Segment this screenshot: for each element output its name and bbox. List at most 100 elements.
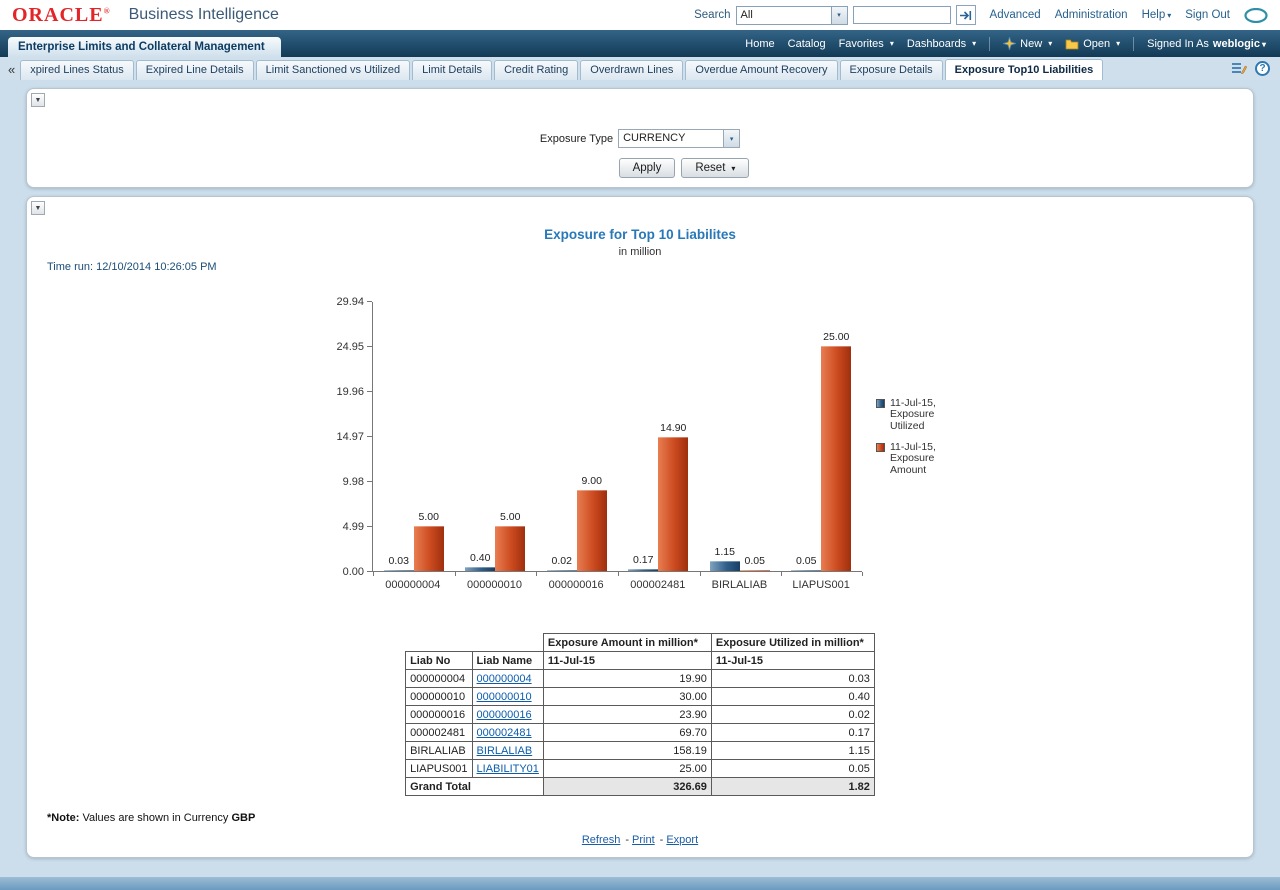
note-label: *Note: — [47, 812, 80, 824]
new-menu[interactable]: New ▾ — [1003, 37, 1052, 50]
legend-swatch-utilized — [876, 399, 885, 408]
dashboard-title: Enterprise Limits and Collateral Managem… — [8, 37, 281, 57]
help-menu[interactable]: Help ▾ — [1141, 9, 1172, 21]
tab-limit-details[interactable]: Limit Details — [412, 60, 493, 80]
y-axis-tick-label: 4.99 — [342, 521, 364, 533]
y-axis-tick-label: 19.96 — [336, 386, 364, 398]
y-axis-tick-mark — [367, 301, 372, 302]
refresh-link[interactable]: Refresh — [581, 834, 621, 846]
amount-cell: 23.90 — [542, 705, 712, 724]
table-row: LIAPUS001 LIABILITY01 25.00 0.05 — [405, 759, 875, 778]
user-menu[interactable]: weblogic ▾ — [1212, 37, 1266, 50]
export-link[interactable]: Export — [666, 834, 699, 846]
tab-expired-line-details[interactable]: Expired Line Details — [135, 60, 254, 80]
product-title: Business Intelligence — [128, 6, 279, 23]
tab-limit-sanctioned-vs-utilized[interactable]: Limit Sanctioned vs Utilized — [255, 60, 411, 80]
bar-exposure-amount[interactable] — [576, 489, 607, 571]
liab-name-link[interactable]: 000000004 — [476, 672, 532, 685]
open-menu[interactable]: Open ▾ — [1065, 38, 1120, 50]
chart-plot-area: 0.03 5.00 0.40 5.00 0.02 9.00 0.17 14.90 1.15 0.0… — [372, 302, 863, 576]
exposure-type-select[interactable]: CURRENCY ▾ — [618, 129, 741, 148]
menu-separator — [989, 36, 991, 51]
bar-exposure-utilized[interactable] — [628, 569, 659, 571]
chevron-down-icon: ▾ — [1167, 11, 1172, 20]
tab-credit-rating[interactable]: Credit Rating — [494, 60, 579, 80]
grand-total-amount: 326.69 — [542, 777, 712, 796]
bar-exposure-amount[interactable] — [413, 525, 444, 571]
liab-name-link[interactable]: 000002481 — [476, 726, 532, 739]
dashboards-menu[interactable]: Dashboards ▾ — [906, 37, 977, 50]
bar-value-label: 14.90 — [660, 421, 687, 434]
favorites-menu[interactable]: Favorites ▾ — [838, 37, 894, 50]
bar-exposure-utilized[interactable] — [709, 560, 740, 571]
x-axis-tick-mark — [373, 572, 374, 576]
grand-total-utilized: 1.82 — [710, 777, 875, 796]
chevron-down-icon[interactable]: ▾ — [830, 6, 847, 24]
liab-name-cell: 000000004 — [471, 669, 544, 688]
dashboard-tab-bar: « xpired Lines Status Expired Line Detai… — [0, 57, 1280, 80]
liab-no-cell: 000000010 — [405, 687, 473, 706]
prompt-buttons: Apply Reset ▾ — [71, 158, 1280, 178]
liab-name-link[interactable]: LIABILITY01 — [476, 762, 539, 775]
bar-exposure-amount[interactable] — [739, 570, 770, 571]
home-menu-item[interactable]: Home — [745, 37, 775, 50]
chevron-down-icon[interactable]: ▾ — [724, 129, 741, 148]
tabbar-icons: ? — [1231, 61, 1270, 76]
bar-exposure-amount[interactable] — [658, 436, 689, 571]
search-scope-select[interactable]: All ▾ — [735, 5, 848, 25]
amount-cell: 19.90 — [542, 669, 712, 688]
x-axis-tick-mark — [862, 572, 863, 576]
tab-expired-lines-status[interactable]: xpired Lines Status — [20, 60, 134, 80]
bar-value-label: 0.02 — [551, 555, 572, 567]
liab-name-link[interactable]: 000000016 — [476, 708, 532, 721]
x-axis-tick-mark — [454, 572, 456, 576]
collapse-panel-button[interactable]: ▼ — [31, 201, 45, 215]
bar-group: 0.02 9.00 — [536, 302, 618, 571]
tab-overdrawn-lines[interactable]: Overdrawn Lines — [580, 60, 684, 80]
bar-group: 0.03 5.00 — [373, 302, 455, 571]
sign-out-link[interactable]: Sign Out — [1185, 9, 1230, 21]
bar-group: 0.05 25.00 — [781, 302, 863, 571]
bar-exposure-utilized[interactable] — [791, 570, 822, 571]
page-options-icon[interactable] — [1231, 62, 1247, 75]
amount-cell: 69.70 — [542, 723, 712, 742]
print-link[interactable]: Print — [632, 834, 655, 846]
liab-name-link[interactable]: 000000010 — [476, 690, 532, 703]
amount-cell: 158.19 — [542, 741, 712, 760]
bar-exposure-utilized[interactable] — [383, 570, 414, 571]
utilized-cell: 0.17 — [710, 723, 875, 742]
search-input[interactable] — [852, 6, 951, 24]
note-currency: GBP — [231, 812, 256, 824]
chevron-down-icon: ▾ — [972, 39, 977, 48]
liab-name-cell: BIRLALIAB — [471, 741, 544, 760]
bar-exposure-utilized[interactable] — [546, 570, 577, 571]
x-axis-tick-mark — [781, 572, 783, 576]
bar-slot: 0.17 — [628, 302, 659, 571]
table-row: 000000004 000000004 19.90 0.03 — [405, 669, 875, 688]
help-icon[interactable]: ? — [1255, 61, 1270, 76]
bar-value-label: 5.00 — [500, 510, 521, 523]
bar-slot: 0.05 — [739, 302, 770, 571]
administration-link[interactable]: Administration — [1054, 9, 1128, 21]
advanced-link[interactable]: Advanced — [989, 9, 1041, 21]
bar-value-label: 0.17 — [633, 554, 654, 567]
catalog-menu-item[interactable]: Catalog — [787, 37, 826, 50]
collapse-pane-button[interactable]: « — [8, 62, 16, 77]
collapse-panel-button[interactable]: ▼ — [31, 93, 45, 107]
reset-button[interactable]: Reset ▾ — [681, 158, 750, 178]
bar-exposure-utilized[interactable] — [465, 567, 496, 571]
apply-button[interactable]: Apply — [618, 158, 676, 178]
utilized-group-header: Exposure Utilized in million* — [710, 633, 875, 652]
tab-exposure-details[interactable]: Exposure Details — [839, 60, 943, 80]
bar-value-label: 9.00 — [581, 474, 602, 487]
legend-swatch-amount — [876, 442, 885, 452]
tab-exposure-top10-liabilities[interactable]: Exposure Top10 Liabilities — [944, 59, 1104, 80]
tab-overdue-amount-recovery[interactable]: Overdue Amount Recovery — [685, 60, 838, 80]
bar-exposure-amount[interactable] — [821, 345, 852, 571]
currency-note: *Note: Values are shown in Currency GBP — [47, 812, 1253, 824]
arrow-right-icon — [960, 10, 972, 20]
bar-exposure-amount[interactable] — [495, 525, 526, 571]
bar-slot: 5.00 — [495, 302, 526, 571]
liab-name-link[interactable]: BIRLALIAB — [476, 744, 533, 757]
search-go-button[interactable] — [955, 5, 976, 25]
